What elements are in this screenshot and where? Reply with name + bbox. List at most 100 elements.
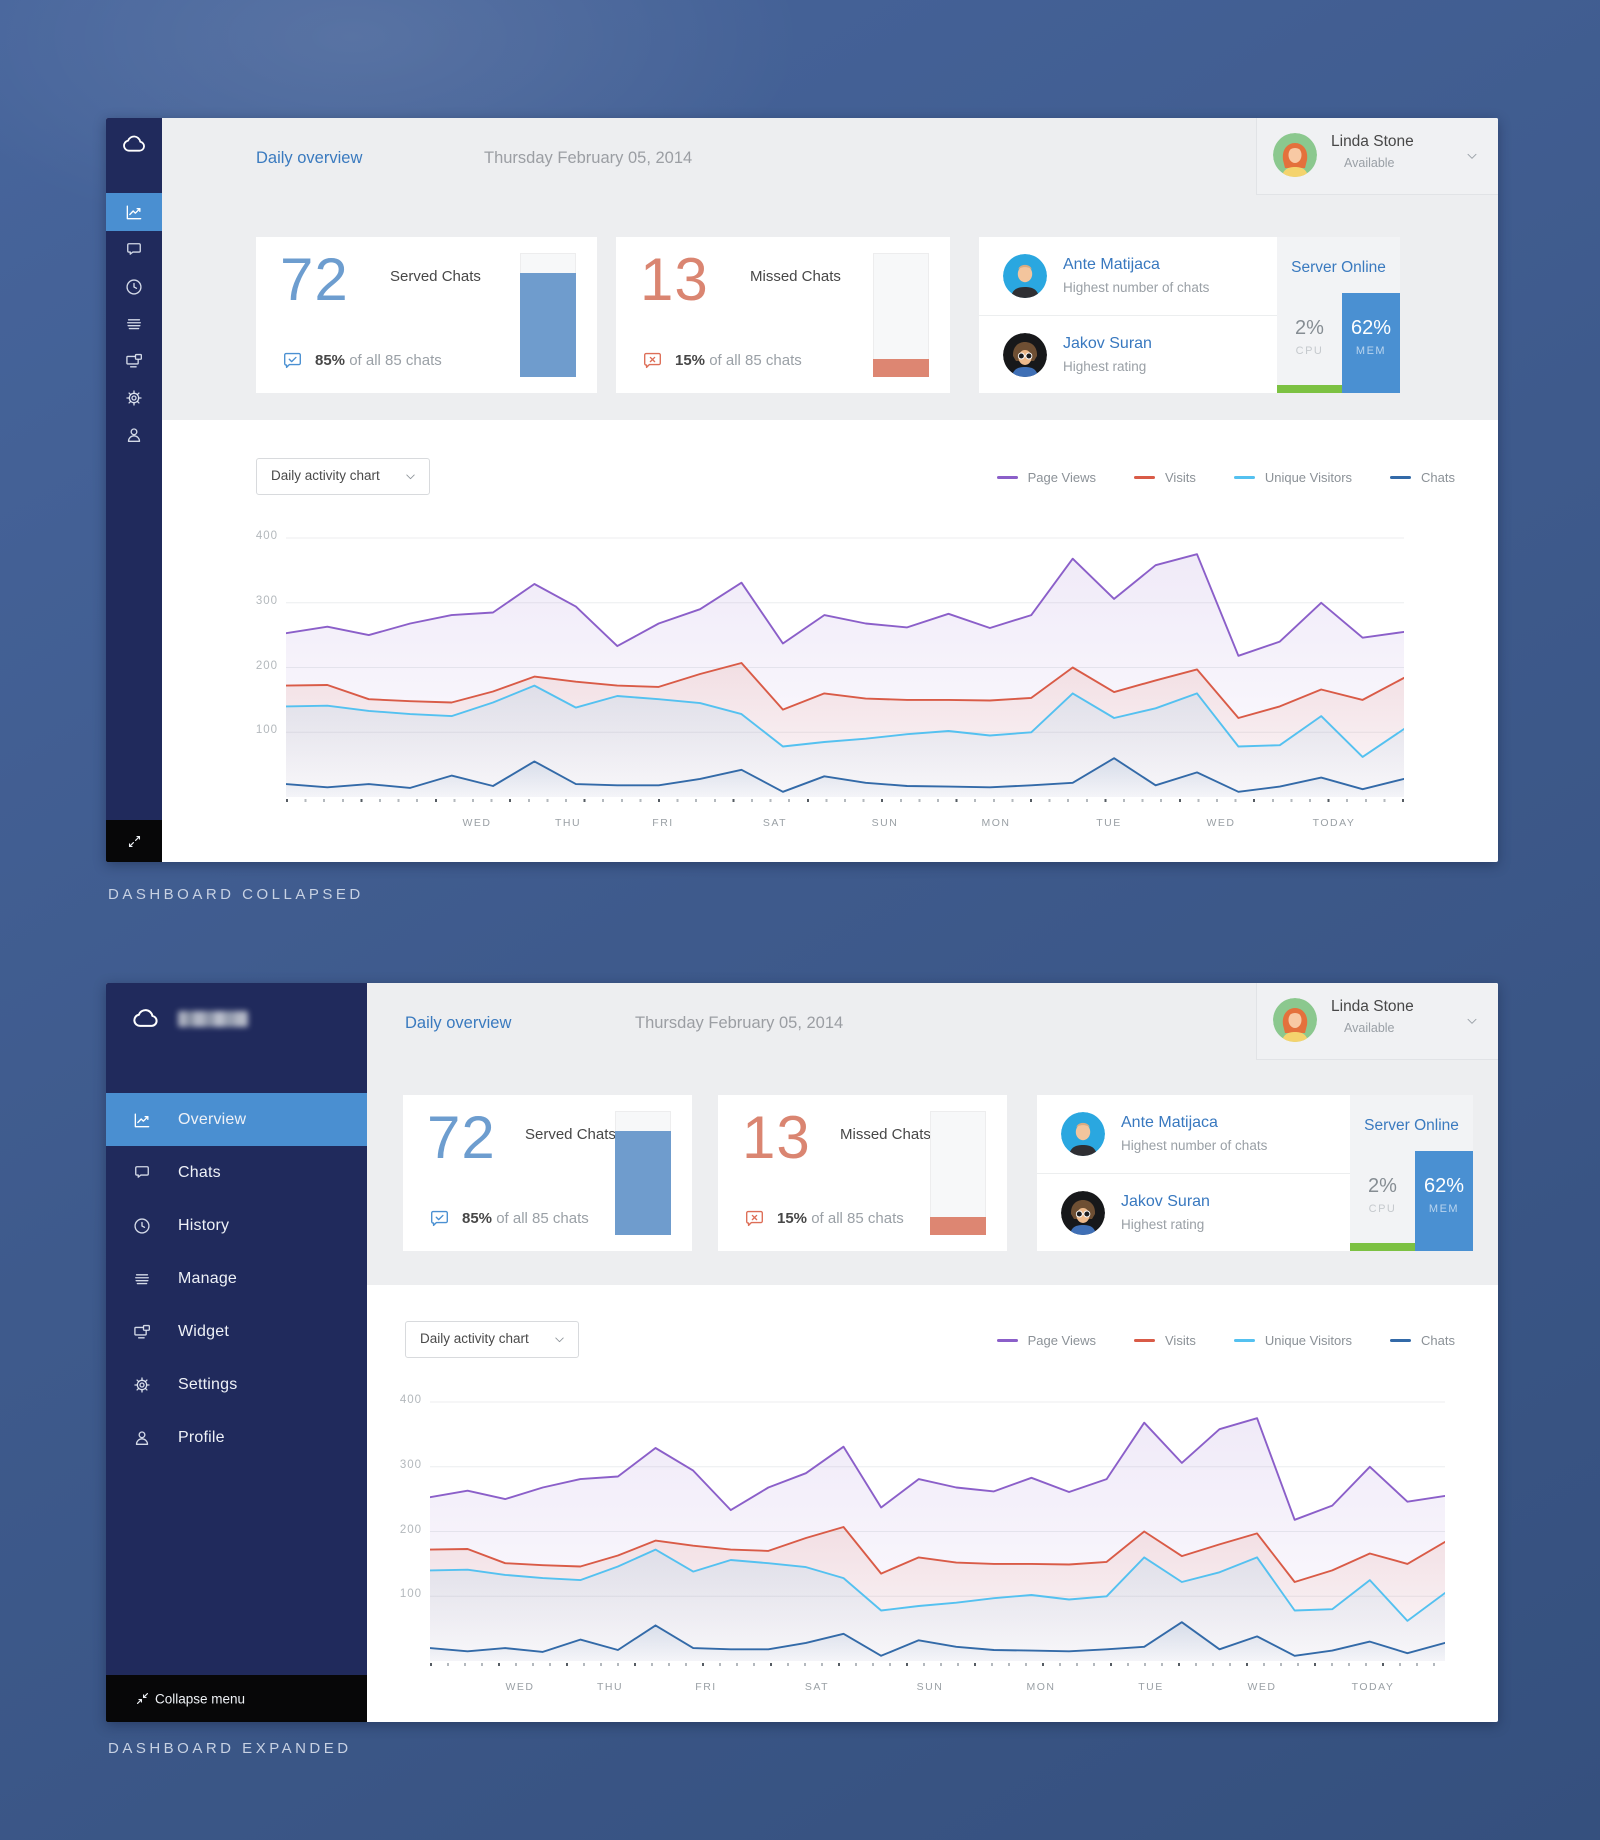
x-axis-day-label: THU [596,1681,624,1693]
x-axis-day-label: WED [1206,817,1236,829]
served-chats-card: 72 Served Chats 85% of all 85 chats [403,1095,692,1251]
server-status-title: Server Online [1364,1117,1459,1134]
chart-plot [430,1391,1445,1661]
legend-swatch [1134,1339,1155,1342]
sidebar-item-label: Chats [178,1163,221,1181]
served-percent: 85% [462,1210,493,1227]
sidebar-item-profile[interactable] [106,416,162,453]
widget-icon [126,353,143,367]
expand-icon [128,835,141,848]
served-chats-bar [520,253,576,377]
user-name: Linda Stone [1331,998,1414,1015]
chat-check-icon [431,1210,448,1227]
sidebar-item-manage[interactable]: Manage [106,1252,367,1305]
team-member-row: Jakov Suran Highest rating [979,315,1277,394]
widget-icon [134,1324,151,1338]
legend-item-chats[interactable]: Chats [1390,470,1455,485]
chart-tick-marks [286,799,1404,802]
avatar [1061,1112,1105,1156]
team-server-card: Ante Matijaca Highest number of chats Ja… [1037,1095,1473,1251]
avatar [1273,133,1317,177]
collapse-menu-button[interactable]: Collapse menu [106,1675,367,1722]
chart-type-dropdown[interactable]: Daily activity chart [256,458,430,495]
memory-label: MEM [1428,1203,1460,1215]
chat-icon [135,1165,149,1178]
stack-icon [135,1273,149,1284]
served-chats-card: 72 Served Chats 85% of all 85 chats [256,237,597,393]
sidebar-item-profile[interactable]: Profile [106,1411,367,1464]
team-member-name[interactable]: Ante Matijaca [1063,256,1160,273]
legend-item-visits[interactable]: Visits [1134,1333,1196,1348]
legend-item-visits[interactable]: Visits [1134,470,1196,485]
user-name: Linda Stone [1331,133,1414,150]
sidebar-item-overview[interactable]: Overview [106,1093,367,1146]
cpu-value: 2% [1295,317,1324,339]
sidebar-menu: Overview Chats History Manage Widget Settings… [106,1093,367,1464]
page-date: Thursday February 05, 2014 [484,149,693,167]
sidebar-menu [106,193,162,453]
missed-chats-label: Missed Chats [840,1126,931,1143]
missed-chats-label: Missed Chats [750,268,841,285]
sidebar-item-chats[interactable]: Chats [106,1146,367,1199]
chart-legend: Page Views Visits Unique Visitors Chats [996,470,1455,485]
legend-label: Unique Visitors [1264,1333,1353,1348]
chart-tick-marks [430,1663,1445,1666]
legend-item-page-views[interactable]: Page Views [996,1333,1096,1348]
served-chats-value: 72 [280,246,349,313]
legend-swatch [996,1339,1018,1342]
user-menu[interactable]: Linda Stone Available [1256,983,1498,1060]
legend-swatch [1134,476,1155,479]
served-chats-percent-row: 85% of all 85 chats [428,1207,589,1231]
sidebar-item-chats[interactable] [106,231,162,268]
legend-item-unique-visitors[interactable]: Unique Visitors [1233,1333,1353,1348]
server-status-title: Server Online [1291,259,1386,276]
x-axis-day-label: THU [554,817,582,829]
sidebar-item-widget[interactable] [106,342,162,379]
chart-legend: Page Views Visits Unique Visitors Chats [996,1333,1455,1348]
sidebar-item-settings[interactable] [106,379,162,416]
x-axis-day-label: TUE [1138,1681,1164,1693]
chevron-down-icon [1467,153,1477,159]
avatar [1003,254,1047,298]
team-member-name[interactable]: Ante Matijaca [1121,1114,1218,1131]
team-server-card: Ante Matijaca Highest number of chats Ja… [979,237,1400,393]
sidebar-item-label: Settings [178,1375,238,1393]
team-member-caption: Highest number of chats [1063,280,1210,295]
missed-chats-bar [930,1111,986,1235]
legend-label: Unique Visitors [1264,470,1353,485]
expand-menu-button[interactable] [106,820,162,862]
sidebar-item-widget[interactable]: Widget [106,1305,367,1358]
served-caption: of all 85 chats [349,352,442,369]
x-axis-day-label: TODAY [1351,1681,1395,1693]
user-status: Available [1331,156,1395,170]
y-axis-tick-label: 400 [399,1394,422,1406]
legend-label: Page Views [1027,1333,1096,1348]
avatar [1273,998,1317,1042]
chart-type-dropdown[interactable]: Daily activity chart [405,1321,579,1358]
sidebar-item-history[interactable] [106,268,162,305]
sidebar-item-manage[interactable] [106,305,162,342]
sidebar-item-settings[interactable]: Settings [106,1358,367,1411]
legend-item-page-views[interactable]: Page Views [996,470,1096,485]
sidebar-item-overview[interactable] [106,193,162,231]
x-axis-day-label: SUN [871,817,899,829]
avatar [1003,333,1047,377]
team-member-name[interactable]: Jakov Suran [1121,1193,1210,1210]
gear-icon [134,1376,150,1393]
team-member-name[interactable]: Jakov Suran [1063,335,1152,352]
missed-percent: 15% [675,352,706,369]
x-axis-day-label: MON [1026,1681,1056,1693]
avatar [1061,1191,1105,1235]
status-dot [1331,1024,1338,1031]
memory-value: 62% [1350,317,1392,339]
user-menu[interactable]: Linda Stone Available [1256,118,1498,195]
chat-icon [127,242,141,255]
status-dot [1331,159,1338,166]
chart-type-dropdown-label: Daily activity chart [420,1331,529,1346]
legend-item-unique-visitors[interactable]: Unique Visitors [1233,470,1353,485]
legend-item-chats[interactable]: Chats [1390,1333,1455,1348]
sidebar-item-history[interactable]: History [106,1199,367,1252]
legend-swatch [1390,476,1412,479]
clock-icon [126,278,142,295]
x-axis-day-label: TUE [1096,817,1122,829]
